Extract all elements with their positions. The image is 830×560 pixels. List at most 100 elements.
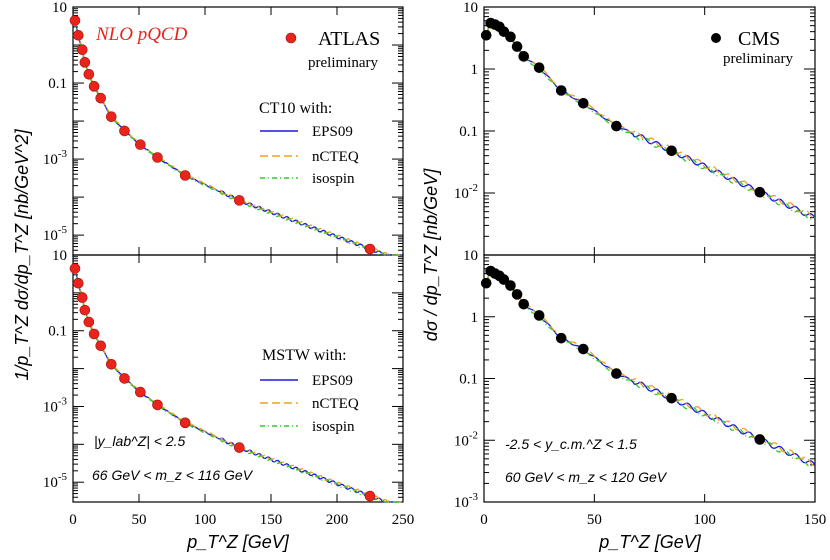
y-tick-label: 10 bbox=[52, 248, 67, 264]
data-point bbox=[95, 92, 107, 104]
data-point bbox=[83, 68, 95, 80]
data-point bbox=[76, 44, 88, 56]
right-x-axis-title: p_T^Z [GeV] bbox=[598, 532, 701, 552]
data-point bbox=[505, 280, 516, 291]
legend-isospin-top: isospin bbox=[312, 171, 355, 187]
x-tick-label: 200 bbox=[326, 512, 349, 528]
data-point bbox=[76, 292, 88, 303]
data-point bbox=[135, 139, 146, 150]
left-x-axis-title: p_T^Z [GeV] bbox=[186, 532, 289, 552]
theory-curve-isospin bbox=[73, 269, 403, 503]
x-tick-label: 0 bbox=[69, 512, 77, 528]
data-point bbox=[666, 145, 677, 157]
cms-rapidity-cut: -2.5 < y_c.m.^Z < 1.5 bbox=[505, 436, 637, 452]
data-point bbox=[88, 81, 100, 92]
data-point bbox=[498, 274, 510, 285]
data-point bbox=[234, 195, 245, 206]
theory-curve-ncteq bbox=[73, 266, 403, 503]
data-point bbox=[95, 340, 107, 352]
data-point bbox=[79, 304, 91, 316]
x-tick-label: 150 bbox=[260, 512, 283, 528]
y-tick-label: 0.1 bbox=[459, 372, 478, 388]
data-point bbox=[533, 62, 545, 73]
atlas-preliminary-label: preliminary bbox=[308, 55, 378, 71]
data-point bbox=[135, 386, 146, 398]
theory-curves bbox=[73, 18, 816, 503]
y-tick-label: 10-3 bbox=[454, 491, 479, 511]
data-point bbox=[480, 277, 492, 289]
y-tick-label: 10-5 bbox=[43, 224, 68, 244]
atlas-mass-cut: 66 GeV < m_z < 116 GeV bbox=[92, 467, 254, 483]
data-point bbox=[69, 263, 81, 274]
cms-experiment-label: CMS bbox=[738, 28, 780, 50]
data-point bbox=[754, 434, 766, 445]
data-point bbox=[533, 310, 545, 321]
atlas-legend-marker bbox=[285, 32, 297, 44]
data-points bbox=[69, 15, 766, 502]
y-tick-label: 10 bbox=[52, 0, 67, 16]
data-point bbox=[666, 392, 677, 404]
cms-mass-cut: 60 GeV < m_z < 120 GeV bbox=[505, 469, 668, 485]
y-tick-label: 10 bbox=[463, 0, 478, 16]
data-point bbox=[364, 243, 376, 255]
x-tick-label: 100 bbox=[693, 512, 716, 528]
y-tick-label: 1 bbox=[471, 310, 479, 326]
data-point bbox=[72, 277, 84, 289]
y-tick-label: 1 bbox=[471, 62, 479, 78]
data-point bbox=[577, 343, 589, 355]
y-tick-label: 0.1 bbox=[48, 324, 67, 340]
cms-bottom-frame bbox=[483, 254, 816, 503]
atlas-rapidity-cut: |y_lab^Z| < 2.5 bbox=[94, 433, 185, 449]
data-point bbox=[511, 41, 523, 52]
legend-ncteq-top: nCTEQ bbox=[312, 149, 359, 165]
data-point bbox=[83, 316, 95, 328]
x-tick-label: 50 bbox=[132, 512, 147, 528]
data-point bbox=[511, 289, 523, 300]
data-point bbox=[480, 29, 492, 41]
data-point bbox=[577, 97, 589, 109]
x-tick-label: 250 bbox=[392, 512, 415, 528]
data-point bbox=[754, 186, 766, 198]
left-y-axis-title: 1/p_T^Z dσ/dp_T^Z [nb/GeV^2] bbox=[12, 128, 32, 380]
atlas-experiment-label: ATLAS bbox=[318, 28, 380, 50]
data-point bbox=[105, 358, 117, 370]
data-point bbox=[611, 120, 622, 132]
data-point bbox=[88, 328, 100, 340]
x-tick-label: 100 bbox=[194, 512, 217, 528]
data-point bbox=[518, 51, 530, 62]
y-tick-label: 0.1 bbox=[459, 124, 478, 140]
data-point bbox=[72, 30, 84, 41]
data-point bbox=[119, 373, 130, 384]
theory-curve-ncteq bbox=[73, 18, 403, 256]
data-point bbox=[555, 85, 567, 96]
legend-isospin-bottom: isospin bbox=[312, 419, 355, 435]
x-tick-label: 150 bbox=[804, 512, 827, 528]
data-point bbox=[518, 298, 530, 310]
y-tick-label: 10-2 bbox=[454, 182, 478, 202]
legend-eps09-top: EPS09 bbox=[312, 124, 353, 140]
data-point bbox=[234, 442, 245, 453]
y-tick-label: 10-3 bbox=[43, 148, 68, 168]
data-point bbox=[79, 57, 91, 68]
y-tick-label: 10-5 bbox=[43, 471, 68, 491]
data-point bbox=[179, 417, 191, 429]
theory-curve-ncteq bbox=[485, 22, 816, 220]
data-point bbox=[611, 368, 622, 379]
atlas-bottom-frame bbox=[72, 254, 404, 503]
y-tick-label: 10-2 bbox=[454, 429, 478, 449]
x-tick-label: 50 bbox=[587, 512, 602, 528]
mstw-legend-title: MSTW with: bbox=[262, 347, 347, 364]
y-tick-label: 10 bbox=[463, 248, 478, 264]
tick-marks bbox=[72, 6, 816, 503]
theory-curve-ncteq bbox=[485, 270, 816, 467]
data-point bbox=[555, 332, 567, 344]
data-point bbox=[152, 399, 163, 411]
data-point bbox=[179, 170, 191, 181]
cms-preliminary-label: preliminary bbox=[723, 51, 793, 67]
ct10-legend-title: CT10 with: bbox=[259, 100, 332, 117]
data-point bbox=[505, 31, 516, 43]
data-point bbox=[69, 15, 81, 26]
y-tick-label: 0.1 bbox=[48, 76, 67, 92]
